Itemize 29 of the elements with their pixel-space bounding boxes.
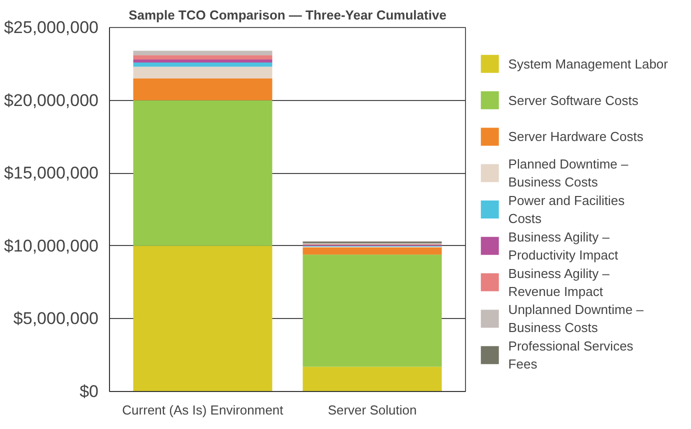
bar bbox=[133, 60, 272, 62]
y-tick-label: $15,000,000 bbox=[4, 164, 99, 183]
y-tick-label: $10,000,000 bbox=[4, 236, 99, 256]
bar bbox=[302, 247, 442, 255]
bar bbox=[133, 55, 272, 60]
x-tick-label: Current (As Is) Environment bbox=[122, 402, 284, 418]
legend-label: Server Software Costs bbox=[508, 92, 639, 108]
bar bbox=[133, 100, 272, 246]
legend-label: Server Hardware Costs bbox=[508, 129, 644, 144]
bar bbox=[133, 50, 272, 56]
y-tick-label: $25,000,000 bbox=[4, 18, 99, 37]
bar bbox=[133, 246, 272, 392]
legend-label: Business Agility – Revenue Impact bbox=[508, 266, 610, 299]
bar bbox=[133, 66, 272, 78]
x-tick-label: Server Solution bbox=[328, 402, 417, 418]
chart-title: Sample TCO Comparison — Three-Year Cumulative bbox=[128, 8, 446, 22]
bar bbox=[133, 78, 272, 100]
y-tick-label: $20,000,000 bbox=[4, 90, 99, 110]
bar bbox=[133, 62, 272, 67]
legend-label: System Management Labor bbox=[508, 56, 669, 72]
legend-label: Business Agility – Productivity Impact bbox=[508, 229, 619, 262]
bar bbox=[302, 366, 442, 392]
y-tick-label: $5,000,000 bbox=[13, 309, 99, 328]
legend-label: Unplanned Downtime – Business Costs bbox=[508, 302, 644, 336]
y-tick-label: $0 bbox=[80, 382, 99, 401]
legend-label: Planned Downtime – Business Costs bbox=[508, 156, 630, 190]
legend-label: Power and Facilities Costs bbox=[508, 193, 626, 226]
legend-label: Professional Services Fees bbox=[508, 338, 634, 372]
bar bbox=[302, 254, 442, 367]
